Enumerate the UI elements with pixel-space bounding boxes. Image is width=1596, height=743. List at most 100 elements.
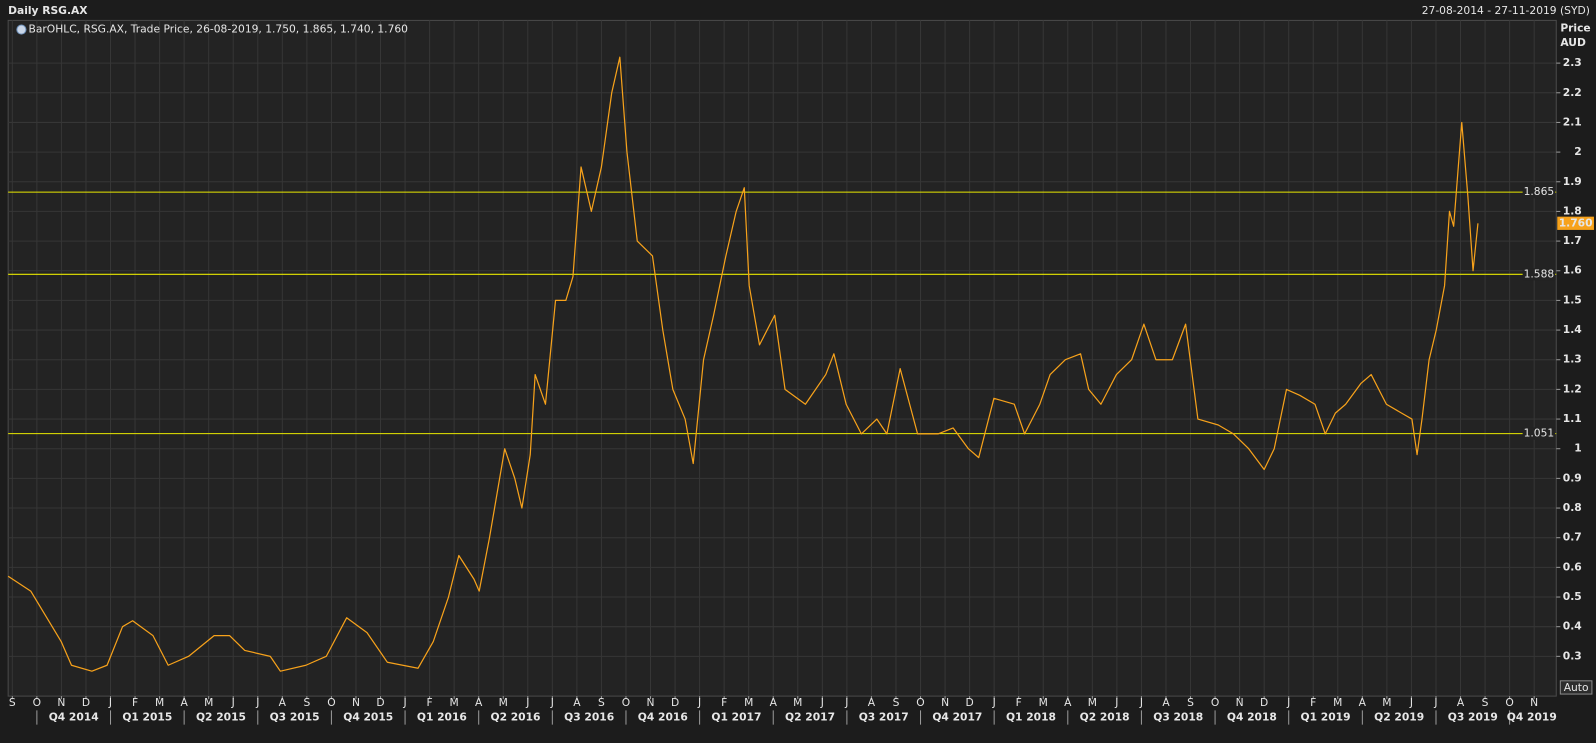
quarter-label: Q1 2015	[122, 711, 172, 724]
x-tick-label: D	[376, 696, 384, 709]
quarter-label: Q4 2015	[343, 711, 393, 724]
x-tick-label: A	[180, 696, 188, 709]
y-tick-label: 2	[1574, 145, 1581, 158]
x-tick-label: O	[1211, 696, 1219, 709]
auto-button-label[interactable]: Auto	[1564, 681, 1589, 694]
quarter-label: Q3 2018	[1153, 711, 1203, 724]
x-tick-label: J	[844, 696, 848, 709]
reference-label: 1.051	[1524, 427, 1555, 440]
last-price-label: 1.760	[1559, 216, 1593, 229]
y-tick-label: 0.3	[1563, 649, 1582, 662]
x-tick-label: N	[1530, 696, 1538, 709]
quarter-label: Q4 2019	[1507, 711, 1557, 724]
quarter-label: Q3 2015	[270, 711, 320, 724]
x-tick-label: D	[965, 696, 973, 709]
x-tick-label: D	[671, 696, 679, 709]
x-tick-label: J	[697, 696, 701, 709]
x-tick-label: N	[1236, 696, 1244, 709]
quarter-label: Q4 2017	[932, 711, 982, 724]
x-tick-label: M	[450, 696, 459, 709]
x-tick-label: F	[427, 696, 433, 709]
x-tick-label: O	[33, 696, 41, 709]
chart-title: Daily RSG.AX	[8, 4, 88, 17]
y-tick-label: 0.9	[1563, 471, 1582, 484]
x-tick-label: J	[525, 696, 529, 709]
reference-label-bg	[1522, 186, 1556, 199]
quarter-label: Q3 2019	[1448, 711, 1498, 724]
quarter-label: Q1 2017	[711, 711, 761, 724]
x-tick-label: M	[793, 696, 802, 709]
x-tick-label: M	[1382, 696, 1391, 709]
x-tick-label: F	[1016, 696, 1022, 709]
quarter-label: Q3 2017	[859, 711, 909, 724]
y-tick-label: 1.2	[1563, 382, 1582, 395]
x-tick-label: M	[1088, 696, 1097, 709]
date-range: 27-08-2014 - 27-11-2019 (SYD)	[1422, 4, 1590, 17]
x-tick-label: J	[108, 696, 112, 709]
x-tick-label: S	[303, 696, 310, 709]
x-tick-label: N	[647, 696, 655, 709]
y-tick-label: 1.8	[1563, 204, 1582, 217]
x-tick-label: S	[1187, 696, 1194, 709]
y-axis-label: Price	[1560, 22, 1590, 35]
x-tick-label: F	[1310, 696, 1316, 709]
x-tick-label: A	[770, 696, 778, 709]
x-tick-label: J	[1114, 696, 1118, 709]
x-tick-label: S	[598, 696, 605, 709]
y-tick-label: 1.4	[1563, 323, 1582, 336]
quarter-label: Q1 2018	[1006, 711, 1056, 724]
x-tick-label: J	[255, 696, 259, 709]
y-tick-label: 1.1	[1563, 412, 1582, 425]
y-axis-unit: AUD	[1560, 36, 1586, 49]
x-tick-label: J	[1409, 696, 1413, 709]
x-tick-label: A	[1064, 696, 1072, 709]
y-tick-label: 0.7	[1563, 531, 1582, 544]
x-tick-label: S	[1482, 696, 1489, 709]
reference-label-bg	[1522, 427, 1556, 440]
x-tick-label: J	[231, 696, 235, 709]
quarter-label: Q1 2016	[417, 711, 467, 724]
x-tick-label: J	[1286, 696, 1290, 709]
quarter-label: Q1 2019	[1301, 711, 1351, 724]
x-tick-label: M	[1039, 696, 1048, 709]
quarter-label: Q2 2018	[1080, 711, 1130, 724]
x-tick-label: A	[1359, 696, 1367, 709]
x-tick-label: N	[57, 696, 65, 709]
x-tick-label: D	[82, 696, 90, 709]
reference-label: 1.588	[1524, 267, 1555, 280]
x-tick-label: M	[155, 696, 164, 709]
x-tick-label: A	[573, 696, 581, 709]
x-tick-label: J	[820, 696, 824, 709]
reference-label: 1.865	[1524, 185, 1555, 198]
price-line	[7, 56, 1479, 672]
quarter-label: Q2 2019	[1374, 711, 1424, 724]
quarter-label: Q2 2017	[785, 711, 835, 724]
x-tick-label: N	[941, 696, 949, 709]
legend-icon	[16, 24, 27, 35]
quarter-label: Q3 2016	[564, 711, 614, 724]
x-tick-label: M	[744, 696, 753, 709]
y-tick-label: 1.7	[1563, 234, 1582, 247]
x-tick-label: D	[1260, 696, 1268, 709]
quarter-label: Q4 2018	[1227, 711, 1277, 724]
x-tick-label: J	[550, 696, 554, 709]
x-tick-label: A	[868, 696, 876, 709]
last-price-box	[1557, 216, 1594, 230]
x-tick-label: A	[279, 696, 287, 709]
reference-label-bg	[1522, 268, 1556, 281]
legend: BarOHLC, RSG.AX, Trade Price, 26-08-2019…	[29, 23, 409, 36]
y-tick-label: 2.3	[1563, 56, 1582, 69]
auto-button[interactable]	[1559, 680, 1593, 695]
x-tick-label: J	[1433, 696, 1437, 709]
x-tick-label: M	[204, 696, 213, 709]
x-tick-label: O	[1505, 696, 1513, 709]
plot-area	[7, 19, 1557, 697]
quarter-label: Q2 2016	[491, 711, 541, 724]
x-tick-label: M	[1333, 696, 1342, 709]
x-tick-label: A	[1162, 696, 1170, 709]
x-tick-label: F	[132, 696, 138, 709]
quarter-label: Q4 2014	[49, 711, 99, 724]
x-tick-label: F	[721, 696, 727, 709]
y-tick-label: 1.9	[1563, 175, 1582, 188]
